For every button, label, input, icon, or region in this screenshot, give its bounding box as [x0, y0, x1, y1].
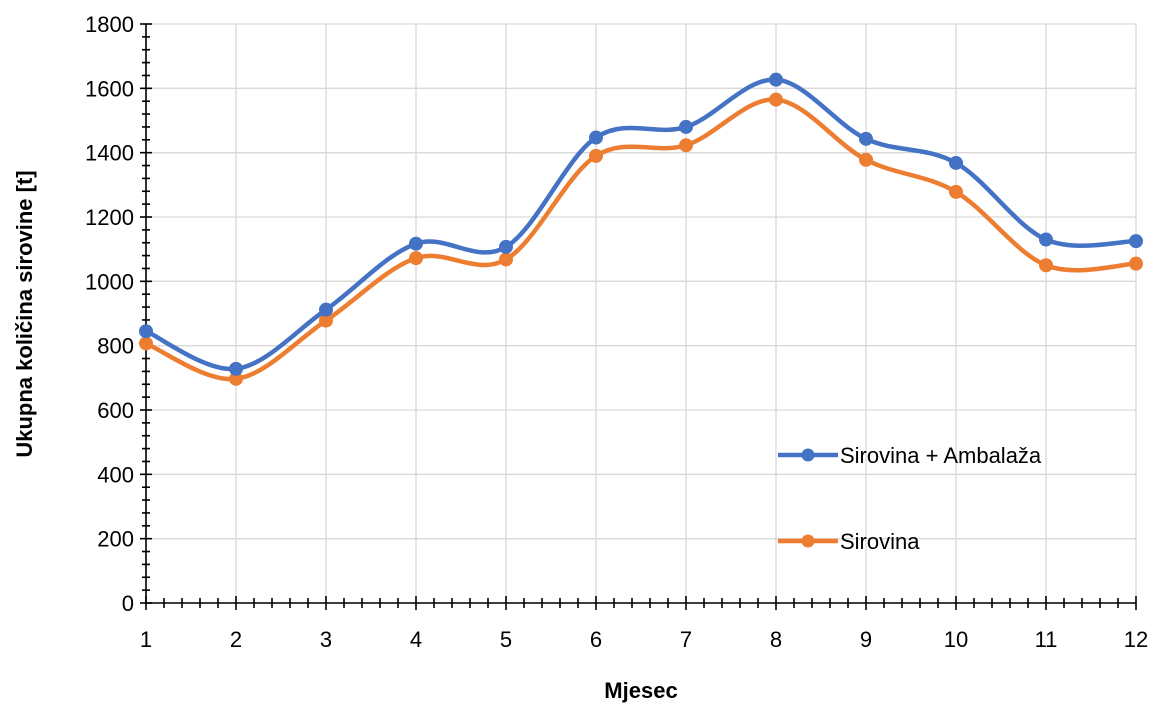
series-layer — [139, 72, 1143, 386]
data-point-sirovina-6 — [589, 148, 603, 163]
legend-label-sirovina-ambalaza: Sirovina + Ambalaža — [840, 443, 1042, 468]
series-line-sirovina-ambalaza — [143, 77, 1139, 372]
y-axis-title: Ukupna količina sirovine [t] — [12, 170, 37, 457]
data-point-sirovina-ambalaza-5 — [499, 239, 513, 254]
data-point-sirovina-ambalaza-11 — [1039, 232, 1053, 247]
x-tick-label-2: 2 — [230, 627, 242, 652]
legend-marker-sirovina-ambalaza — [801, 448, 815, 462]
data-point-sirovina-9 — [859, 152, 873, 167]
y-tick-label-1200: 1200 — [85, 205, 134, 230]
data-point-sirovina-12 — [1129, 256, 1143, 271]
y-tick-label-1000: 1000 — [85, 269, 134, 294]
legend-item-sirovina: Sirovina — [778, 529, 920, 554]
x-tick-label-12: 12 — [1124, 627, 1148, 652]
legend: Sirovina + Ambalaža Sirovina — [778, 443, 1042, 554]
grid — [145, 23, 1137, 604]
y-tick-label-1800: 1800 — [85, 12, 134, 37]
x-tick-label-9: 9 — [860, 627, 872, 652]
data-point-sirovina-10 — [949, 184, 963, 199]
data-point-sirovina-4 — [409, 251, 423, 266]
data-point-sirovina-ambalaza-3 — [319, 302, 333, 317]
y-tick-label-0: 0 — [122, 591, 134, 616]
x-tick-label-10: 10 — [944, 627, 968, 652]
y-tick-label-1600: 1600 — [85, 76, 134, 101]
data-point-sirovina-ambalaza-9 — [859, 131, 873, 146]
x-tick-label-7: 7 — [680, 627, 692, 652]
data-point-sirovina-ambalaza-1 — [139, 324, 153, 339]
data-point-sirovina-ambalaza-10 — [949, 155, 963, 170]
x-tick-label-3: 3 — [320, 627, 332, 652]
data-point-sirovina-8 — [769, 92, 783, 107]
data-point-sirovina-ambalaza-8 — [769, 72, 783, 87]
x-tick-label-6: 6 — [590, 627, 602, 652]
data-point-sirovina-ambalaza-4 — [409, 236, 423, 251]
data-point-sirovina-ambalaza-2 — [229, 361, 243, 376]
legend-marker-sirovina — [801, 534, 815, 548]
x-tick-label-8: 8 — [770, 627, 782, 652]
x-axis-title: Mjesec — [604, 678, 677, 703]
x-tick-label-11: 11 — [1035, 627, 1058, 652]
x-tick-label-4: 4 — [410, 627, 422, 652]
data-point-sirovina-ambalaza-12 — [1129, 234, 1143, 249]
y-tick-label-400: 400 — [97, 462, 134, 487]
legend-label-sirovina: Sirovina — [840, 529, 920, 554]
y-tick-label-600: 600 — [97, 398, 134, 423]
data-point-sirovina-1 — [139, 336, 153, 351]
data-point-sirovina-ambalaza-7 — [679, 119, 693, 134]
y-tick-label-1400: 1400 — [85, 141, 134, 166]
x-tick-label-1: 1 — [140, 627, 152, 652]
y-tick-label-800: 800 — [97, 334, 134, 359]
data-point-sirovina-11 — [1039, 258, 1053, 273]
data-point-sirovina-7 — [679, 138, 693, 153]
legend-item-sirovina-ambalaza: Sirovina + Ambalaža — [778, 443, 1042, 468]
axes — [140, 23, 1137, 610]
y-tick-label-200: 200 — [97, 527, 134, 552]
x-tick-label-5: 5 — [500, 627, 512, 652]
data-point-sirovina-5 — [499, 252, 513, 267]
data-point-sirovina-ambalaza-6 — [589, 130, 603, 145]
